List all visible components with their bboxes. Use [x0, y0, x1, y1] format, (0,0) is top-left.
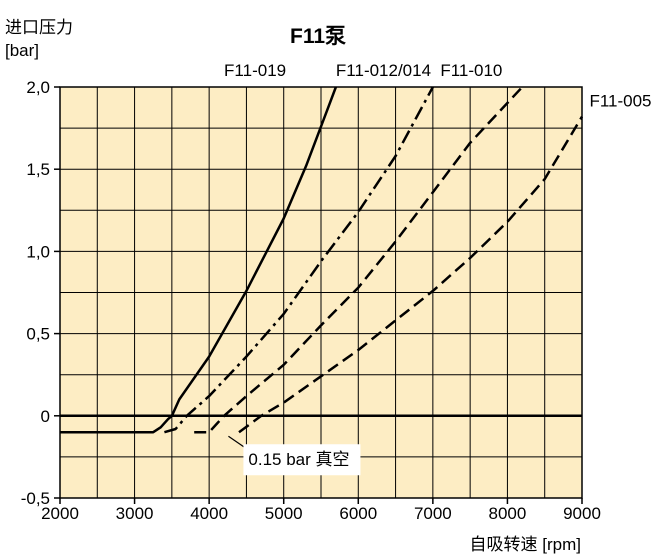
y-tick-label: 1,5 — [26, 160, 50, 179]
series-line — [194, 86, 524, 434]
y-tick-label: 0,5 — [26, 325, 50, 344]
y-tick-label: 1,0 — [26, 242, 50, 261]
x-tick-label: 5000 — [265, 504, 303, 523]
x-tick-label: 4000 — [190, 504, 228, 523]
axis-ticks: 2000 3000 4000 5000 6000 7000 8000 9000 -0,5 0 0,5… — [21, 78, 601, 523]
vacuum-annotation: 0.15 bar 真空 — [228, 435, 361, 476]
x-tick-label: 2000 — [41, 504, 79, 523]
x-tick-label: 3000 — [116, 504, 154, 523]
series-line — [238, 115, 584, 434]
series-label: F11-012/014 — [336, 61, 431, 80]
chart-title: F11泵 — [290, 25, 346, 48]
series-label: F11-005 — [589, 92, 651, 111]
series-label: F11-010 — [440, 61, 502, 80]
x-tick-label: 9000 — [563, 504, 601, 523]
x-tick-label: 8000 — [489, 504, 527, 523]
x-tick-label: 7000 — [414, 504, 452, 523]
series-line — [60, 86, 338, 434]
annotation-leader-line — [228, 435, 245, 448]
y-tick-label: 0 — [41, 407, 50, 426]
x-axis-label: 自吸转速 [rpm] — [470, 535, 581, 554]
y-axis-label-line2: [bar] — [5, 41, 39, 60]
annotation-text: 0.15 bar 真空 — [248, 450, 349, 469]
y-axis-label-line1: 进口压力 — [5, 18, 73, 37]
x-tick-label: 6000 — [339, 504, 377, 523]
series-line — [164, 86, 434, 434]
plot-frame — [59, 86, 583, 499]
series-label: F11-019 — [224, 61, 286, 80]
y-tick-label: 2,0 — [26, 78, 50, 97]
y-tick-label: -0,5 — [21, 489, 50, 508]
series-lines — [60, 86, 584, 434]
series-labels: F11-019 F11-012/014 F11-010 F11-005 — [224, 61, 651, 111]
annotation-box — [243, 444, 361, 476]
